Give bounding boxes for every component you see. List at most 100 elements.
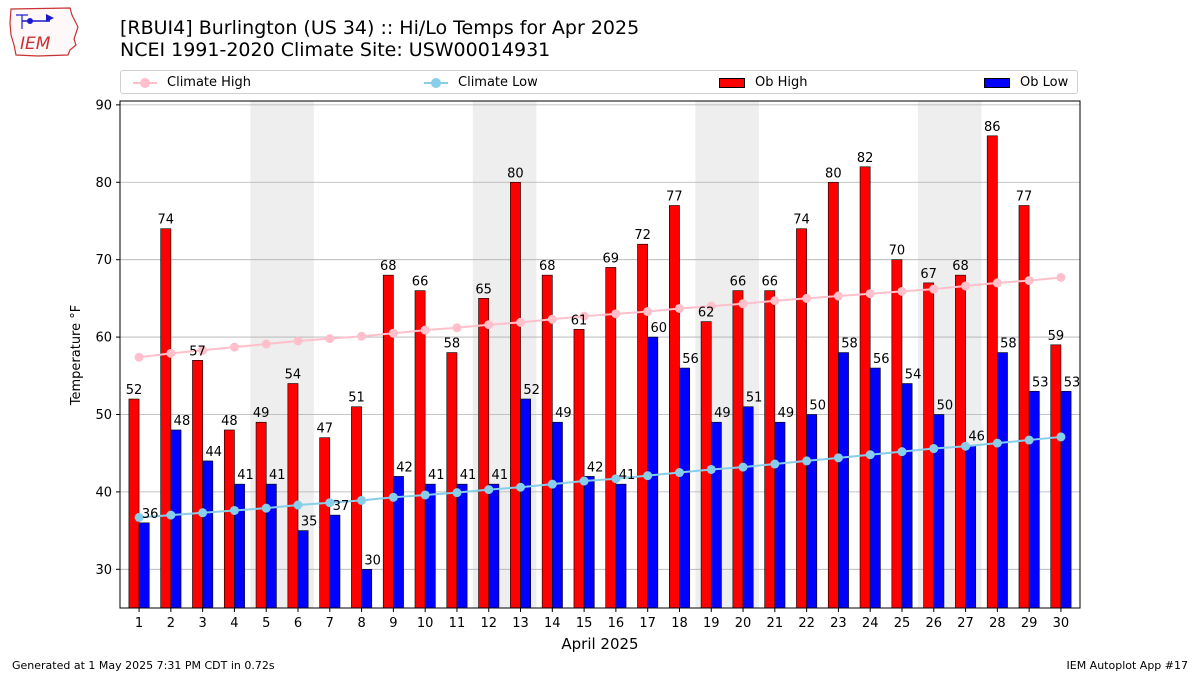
climate-low-point	[484, 485, 494, 495]
x-tick-label: 28	[989, 616, 1006, 631]
climate-high-point	[1024, 276, 1034, 286]
ob-high-value-label: 52	[126, 383, 143, 398]
x-tick-label: 10	[417, 616, 434, 631]
climate-low-point	[706, 464, 716, 474]
x-tick-label: 21	[767, 616, 784, 631]
climate-low-point	[961, 441, 971, 451]
x-tick-label: 25	[894, 616, 911, 631]
ob-low-value-label: 46	[968, 429, 985, 444]
climate-low-point	[643, 471, 653, 481]
ob-low-value-label: 50	[809, 398, 826, 413]
ob-high-value-label: 68	[952, 259, 969, 274]
climate-high-point	[865, 289, 875, 299]
x-tick-label: 23	[830, 616, 847, 631]
ob-high-value-label: 74	[158, 213, 175, 228]
climate-high-point	[929, 284, 939, 294]
ob-low-bar	[520, 398, 532, 609]
climate-high-point	[547, 314, 557, 324]
climate-low-point	[261, 503, 271, 513]
ob-high-bar	[700, 321, 712, 609]
ob-high-bar	[287, 383, 299, 609]
ob-high-swatch	[719, 77, 745, 88]
ob-high-bar	[192, 360, 203, 609]
ob-high-bar	[891, 259, 903, 609]
x-axis-label: April 2025	[561, 635, 638, 653]
climate-low-swatch	[424, 77, 448, 88]
ob-low-bar	[202, 460, 214, 609]
ob-low-bar	[742, 406, 754, 609]
climate-high-point	[992, 278, 1002, 288]
climate-low-point	[357, 495, 367, 505]
x-tick-label: 30	[1053, 616, 1070, 631]
x-tick-label: 9	[389, 616, 397, 631]
x-tick-label: 5	[262, 616, 270, 631]
y-tick-label: 80	[95, 176, 112, 191]
ob-low-bar	[583, 476, 595, 609]
ob-low-bar	[838, 352, 849, 609]
ob-low-value-label: 52	[523, 383, 540, 398]
ob-high-value-label: 68	[539, 259, 556, 274]
ob-high-bar	[573, 329, 585, 609]
ob-low-value-label: 30	[364, 553, 381, 568]
x-tick-label: 8	[357, 616, 365, 631]
x-tick-label: 22	[798, 616, 815, 631]
ob-low-bar	[456, 483, 468, 609]
ob-low-bar	[965, 445, 977, 609]
legend-item-climate-low: Climate Low	[424, 74, 538, 91]
ob-high-bar	[319, 437, 331, 609]
ob-high-value-label: 70	[889, 244, 906, 259]
ob-high-bar	[255, 421, 267, 609]
climate-low-point	[229, 505, 239, 515]
climate-low-point	[516, 482, 526, 492]
ob-low-bar	[615, 483, 627, 609]
ob-low-bar	[1060, 390, 1072, 609]
climate-low-point	[802, 456, 812, 466]
x-tick-label: 1	[135, 616, 143, 631]
ob-high-value-label: 54	[285, 368, 302, 383]
climate-low-point	[325, 498, 335, 508]
ob-high-value-label: 65	[475, 282, 492, 297]
climate-low-point	[674, 468, 684, 478]
ob-high-value-label: 59	[1048, 329, 1065, 344]
climate-high-point	[579, 311, 589, 321]
climate-high-point	[1056, 272, 1066, 282]
climate-low-line	[138, 435, 1062, 519]
legend-item-climate-high: Climate High	[133, 74, 251, 91]
ob-high-value-label: 66	[761, 275, 778, 290]
climate-high-point	[198, 345, 208, 355]
ob-low-value-label: 58	[1000, 337, 1017, 352]
ob-low-value-label: 54	[905, 368, 922, 383]
ob-high-value-label: 62	[698, 306, 715, 321]
ob-low-value-label: 42	[396, 460, 413, 475]
climate-high-point	[420, 325, 430, 335]
x-tick-label: 17	[639, 616, 656, 631]
ob-low-value-label: 41	[492, 468, 509, 483]
ob-low-value-label: 49	[714, 406, 731, 421]
ob-low-value-label: 41	[619, 468, 636, 483]
x-tick-label: 15	[576, 616, 593, 631]
ob-low-value-label: 49	[555, 406, 572, 421]
ob-low-swatch	[984, 77, 1010, 88]
ob-low-bar	[297, 530, 309, 609]
ob-high-value-label: 66	[730, 275, 747, 290]
ob-high-bar	[446, 352, 458, 609]
y-tick-label: 40	[95, 485, 112, 500]
climate-low-point	[897, 447, 907, 457]
climate-high-point	[134, 352, 144, 362]
grid-lines	[120, 104, 1080, 570]
climate-low-point	[166, 510, 176, 520]
ob-low-value-label: 42	[587, 460, 604, 475]
climate-high-point	[611, 309, 621, 319]
ob-high-value-label: 58	[444, 337, 461, 352]
legend-item-ob-high: Ob High	[719, 74, 808, 91]
x-tick-label: 13	[512, 616, 529, 631]
y-axis-label: Temperature °F	[69, 305, 84, 406]
ob-low-bar	[901, 383, 913, 609]
ob-high-value-label: 80	[825, 166, 842, 181]
ob-low-bar	[552, 421, 563, 609]
ob-high-value-label: 69	[603, 251, 620, 266]
ob-low-bar	[329, 514, 341, 609]
ob-high-bar	[1050, 344, 1062, 609]
